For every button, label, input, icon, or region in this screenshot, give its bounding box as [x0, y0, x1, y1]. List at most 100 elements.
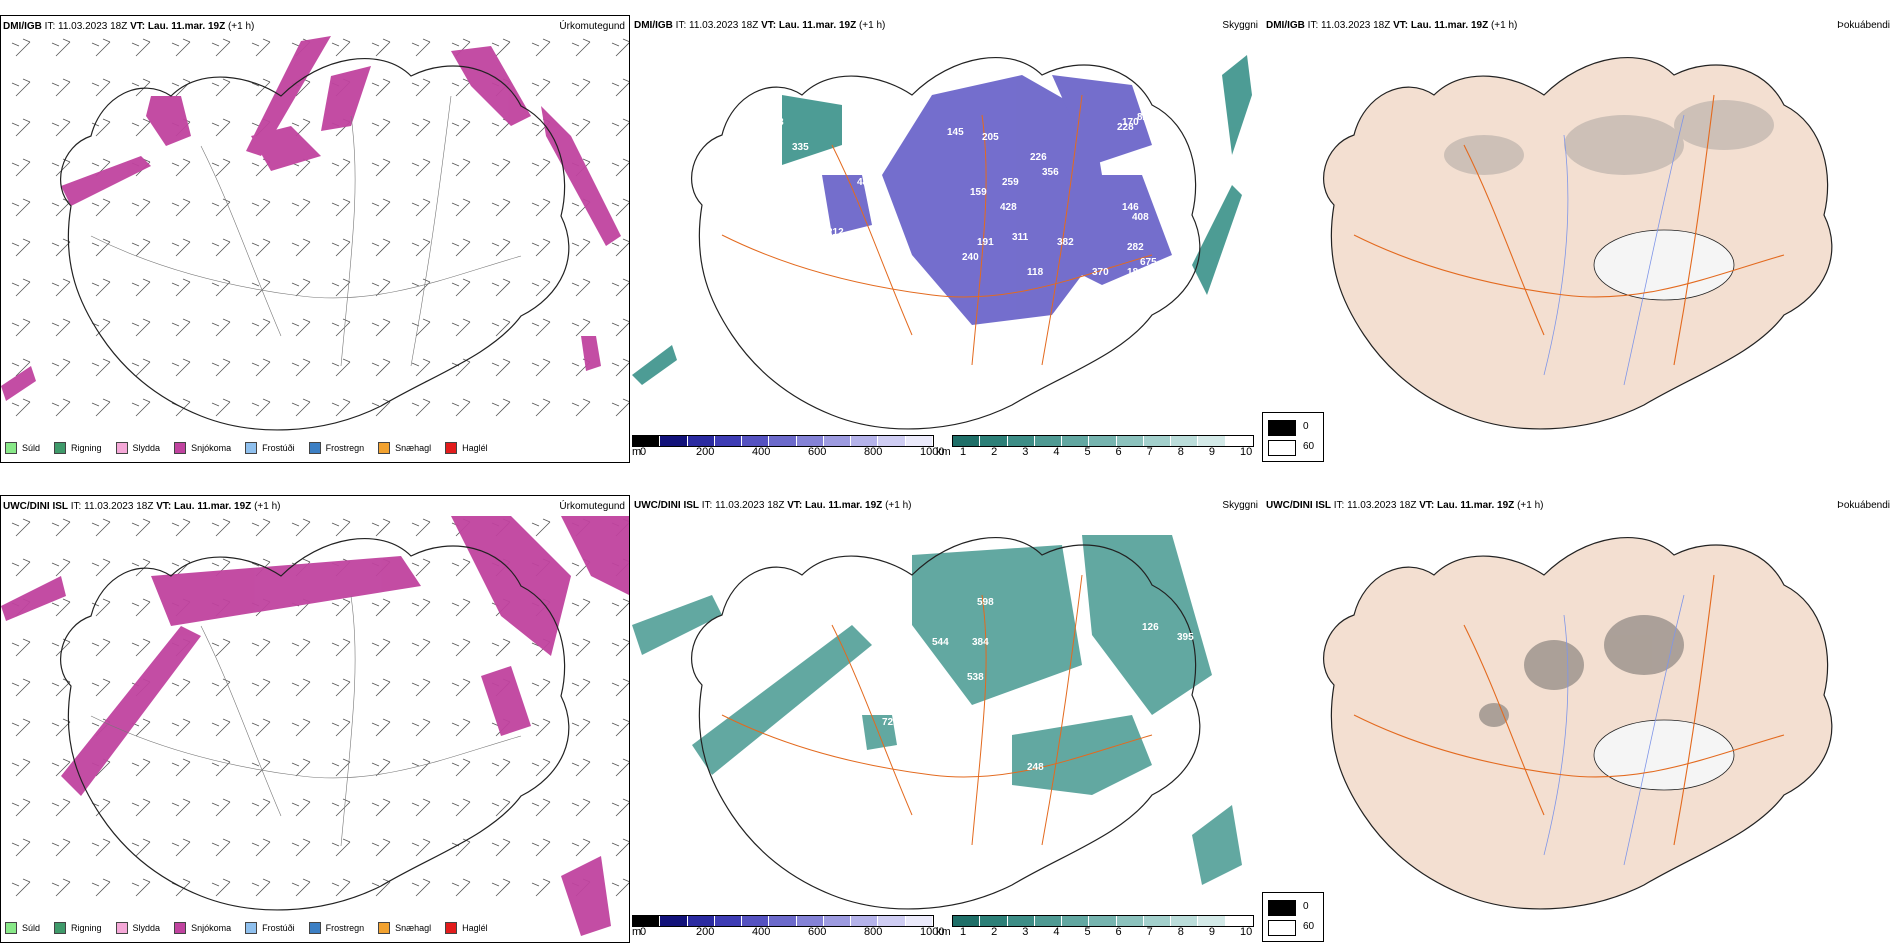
colorbar-segment [953, 916, 981, 926]
colorbar-tick: 3 [1022, 926, 1029, 938]
wind-barb [331, 158, 351, 177]
wind-barb [491, 158, 511, 177]
wind-barb [171, 278, 191, 297]
cloud-height-label: 538 [967, 672, 984, 683]
cloud-height-labels: 593 419 335 169 483 212 138 145 205 159 259 428 226 3… [752, 112, 1157, 323]
wind-barb [331, 678, 351, 697]
cloud-height-label: 356 [1042, 167, 1059, 178]
wind-barb [331, 758, 351, 777]
wind-barb [411, 358, 431, 377]
iceland-outline [60, 57, 570, 431]
colorbar-tick: 9 [1208, 446, 1215, 458]
colorbar-segment [1116, 436, 1144, 446]
wind-barb [291, 398, 311, 417]
snow-areas [1, 36, 621, 401]
cloud-height-label: 824 [1137, 112, 1154, 123]
vt-label: VT: [156, 501, 172, 512]
wind-barb [571, 798, 591, 817]
vt-value: Lau. 11.mar. 19Z [147, 21, 226, 32]
colorbar-segment [823, 436, 852, 446]
wind-barb [611, 398, 629, 417]
colorbar-tick: 200 [696, 926, 715, 938]
wind-barb [451, 758, 471, 777]
vt-label: VT: [761, 20, 777, 31]
legend-item: Haglél [445, 442, 488, 454]
vt-value: Lau. 11.mar. 19Z [805, 500, 883, 511]
wind-barb [211, 278, 231, 297]
wind-barb [91, 318, 111, 337]
wind-barb [371, 638, 391, 657]
wind-barb [491, 318, 511, 337]
wind-barb [171, 678, 191, 697]
colorbar-segment [905, 916, 933, 926]
wind-barb [371, 678, 391, 697]
iceland-outline [60, 537, 570, 911]
wind-barb [611, 78, 629, 97]
colorbar-tick: 1000 [920, 926, 945, 938]
colorbar-tick: 1 [960, 926, 967, 938]
wind-barb [611, 358, 629, 377]
wind-barb [211, 38, 231, 57]
colorbar-tick: 2 [991, 446, 998, 458]
wind-barb [171, 238, 191, 257]
wind-barb [91, 78, 111, 97]
wind-barb [531, 878, 551, 897]
rivers [1543, 114, 1685, 386]
vt-label: VT: [787, 500, 803, 511]
colorbar-unit: m [632, 926, 642, 938]
wind-barb [211, 758, 231, 777]
cloud-height-label: 335 [792, 142, 809, 153]
colorbar-tick: 400 [752, 926, 771, 938]
colorbar-segment [1007, 436, 1035, 446]
wind-barb [531, 318, 551, 337]
wind-barb [51, 878, 71, 897]
it-label: IT: [701, 500, 713, 511]
wind-barb [11, 358, 31, 377]
colorbar-tick: 800 [864, 446, 883, 458]
wind-barb [451, 638, 471, 657]
colorbar-tick: 0 [640, 446, 647, 458]
wind-barb [131, 358, 151, 377]
colorbar-segment [980, 436, 1008, 446]
wind-barb [171, 158, 191, 177]
offset: (+1 h) [227, 21, 255, 32]
wind-barb [371, 798, 391, 817]
wind-barb [411, 878, 431, 897]
colorbar-segment [953, 436, 981, 446]
cloud-height-label: 159 [970, 187, 987, 198]
colorbar-tick: 3 [1022, 446, 1029, 458]
colorbar-segment [1062, 436, 1090, 446]
vt-value: Lau. 11.mar. 19Z [1437, 500, 1515, 511]
wind-barb [131, 78, 151, 97]
colorbar-segment [796, 916, 824, 926]
wind-barb [251, 38, 271, 57]
legend-label: Frostregn [325, 443, 365, 453]
it-label: IT: [675, 20, 687, 31]
ceiling-areas [822, 75, 1172, 325]
cloud-height-label: 428 [1000, 202, 1017, 213]
legend-label: Rigning [71, 443, 102, 453]
cloud-map: 598 544 384 538 126 395 722 580 749 248 [632, 535, 1242, 910]
wind-barb [531, 398, 551, 417]
wind-barb [331, 798, 351, 817]
legend-label: Frostregn [325, 923, 365, 933]
wind-barb [371, 158, 391, 177]
wind-barb [411, 238, 431, 257]
legend-swatch [174, 922, 187, 934]
wind-barb [91, 838, 111, 857]
wind-barb [131, 878, 151, 897]
wind-barb [371, 838, 391, 857]
wind-barb [131, 38, 151, 57]
colorbar-tick: 200 [696, 446, 715, 458]
wind-barb [571, 398, 591, 417]
colorbar-segment [1034, 436, 1063, 446]
wind-barb [51, 718, 71, 737]
colorbar-segment [823, 916, 852, 926]
colorbar-tick: 600 [808, 446, 827, 458]
wind-barb [331, 878, 351, 897]
cloud-height-label: 580 [997, 707, 1014, 718]
colorbar-tick: 600 [808, 926, 827, 938]
wind-barb [11, 398, 31, 417]
wind-barb [11, 318, 31, 337]
wind-barb [411, 118, 431, 137]
